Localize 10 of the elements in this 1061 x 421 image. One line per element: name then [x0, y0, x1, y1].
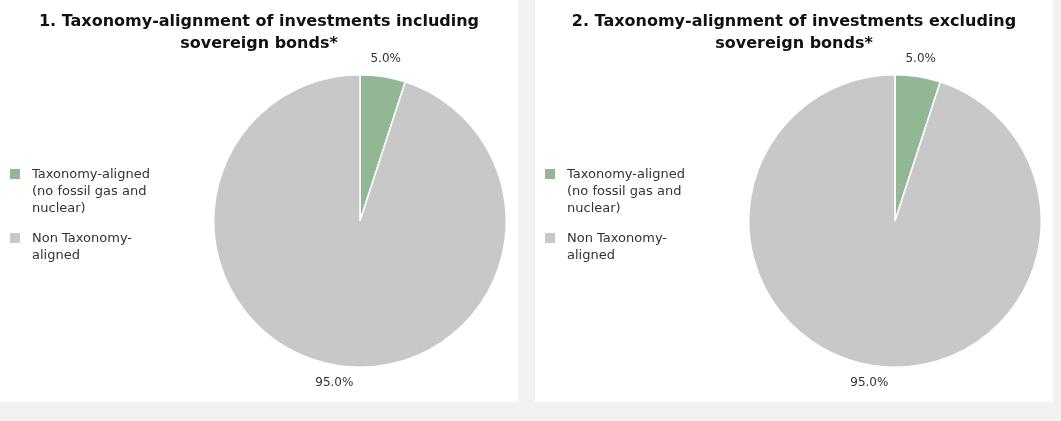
legend-label: Taxonomy-aligned (no fossil gas and nuclear) — [567, 165, 686, 216]
chart-title: 2. Taxonomy-alignment of investments excluding sovereign bonds* — [571, 11, 1017, 52]
data-label: 95.0% — [315, 375, 354, 390]
data-label: 5.0% — [905, 50, 936, 65]
legend-label: Taxonomy-aligned (no fossil gas and nuclear) — [32, 165, 151, 216]
legend-label: Non Taxonomy-aligned — [32, 229, 134, 263]
data-label: 5.0% — [370, 50, 401, 65]
data-label: 95.0% — [850, 375, 889, 390]
legend-label: Non Taxonomy-aligned — [567, 229, 669, 263]
chart-title: 1. Taxonomy-alignment of investments including sovereign bonds* — [38, 11, 480, 52]
